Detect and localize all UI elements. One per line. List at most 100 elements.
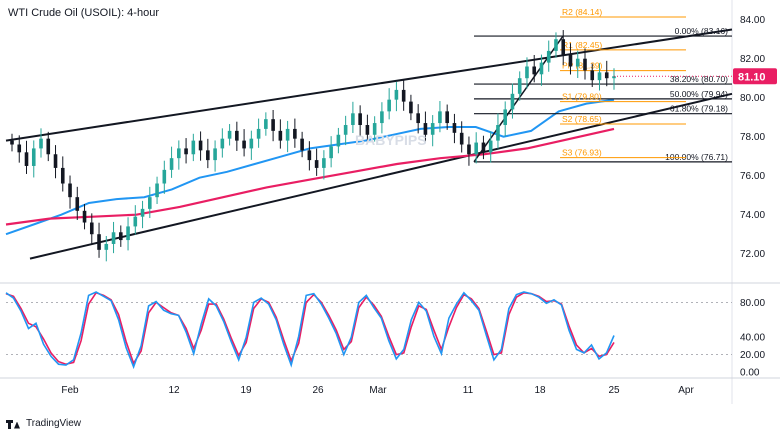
candle [365,114,370,144]
price-tick-label: 80.00 [740,93,765,104]
candle [314,148,319,176]
candle [177,140,181,170]
candle-body [365,125,370,135]
candle-body [264,119,268,129]
time-tick-label: 12 [168,385,180,396]
candle [416,104,420,134]
candle-body [177,148,181,159]
candle-body [372,123,377,135]
candle-body [155,183,159,198]
candle-body [517,78,522,94]
candle [532,54,537,83]
watermark: BABYPIPS [355,132,427,148]
candle [481,135,486,160]
pivot-level-label: PP (81.39) [562,61,603,71]
time-tick-label: 18 [534,385,546,396]
candle-body [351,113,355,126]
candle [401,79,406,111]
tradingview-logo[interactable]: TradingView [6,418,81,429]
candle [387,88,391,120]
candle [300,131,304,158]
time-tick-label: 26 [312,385,324,396]
candle-body [104,243,109,250]
candle-body [546,50,551,63]
stoch-tick-label: 0.00 [740,368,760,379]
overlays: 0.00% (83.16) 38.20% (80.70) 50.00% (79.94… [5,7,733,260]
candle-body [409,101,413,114]
candle-body [612,76,616,79]
candle-body [459,132,464,145]
candle-body [31,148,36,166]
fib-level-label: 38.20% (80.70) [670,74,728,84]
candle-body [82,210,87,223]
candle-body [322,158,326,168]
price-tick-label: 72.00 [740,249,765,260]
candle-body [343,125,348,135]
candle [445,104,449,130]
candle [394,81,399,112]
candle-body [220,138,225,149]
candle-body [423,123,428,135]
candle [604,60,609,87]
candle-body [191,140,196,155]
candle-body [133,216,138,227]
candle [82,203,87,230]
candle [242,129,246,157]
candle-body [401,89,406,102]
candle [31,140,36,178]
candle-body [285,128,290,141]
candle [271,109,275,142]
candle [430,115,435,147]
candle-body [206,150,210,161]
candle [53,145,58,179]
candle-body [336,134,341,147]
candle [546,40,551,72]
time-tick-label: Mar [369,385,387,396]
candle-body [293,128,297,139]
candle-body [532,66,537,75]
candle-body [111,232,116,244]
time-tick-label: 25 [608,385,620,396]
candle [60,156,65,192]
candle-body [300,138,304,151]
candle [372,116,377,142]
candle [68,175,72,209]
candle-body [561,39,566,55]
candle [39,128,43,158]
candle-body [46,138,51,155]
candle [575,50,580,79]
candle [235,121,239,151]
candle-body [358,113,362,126]
candle [220,128,225,158]
candle [249,130,254,160]
candle [358,105,362,137]
stoch-tick-label: 20.00 [740,350,765,361]
candle-body [575,58,580,67]
fib-level-label: 50.00% (79.94) [670,89,728,99]
fib-level-label: 61.80% (79.18) [670,104,728,114]
candle [162,160,167,194]
candle-body [597,72,602,81]
candle-body [162,169,167,184]
candle [452,113,457,144]
pivot-level-label: S3 (76.93) [562,148,602,158]
candle-body [314,160,319,168]
candle-body [488,140,493,153]
candle-body [53,154,58,168]
candle [409,94,413,121]
candle-body [68,183,72,198]
candle [590,63,595,87]
candle [198,131,203,161]
candle [118,225,123,247]
price-tick-label: 84.00 [740,15,765,26]
candle-body [271,119,275,131]
candle [554,32,558,58]
candle-body [24,152,29,166]
candle [75,186,80,220]
candle [169,146,174,178]
pivot-level-label: R1 (82.45) [562,40,602,50]
candle [343,115,348,146]
candle-body [467,144,471,155]
pivot-level-label: S2 (78.65) [562,114,602,124]
